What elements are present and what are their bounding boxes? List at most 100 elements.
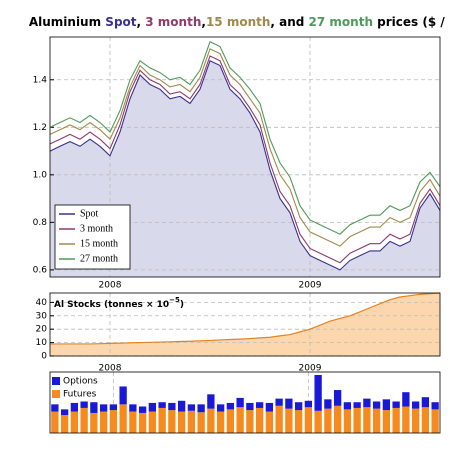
bar <box>255 407 264 433</box>
bar <box>421 407 430 433</box>
bar <box>197 412 205 433</box>
bar <box>109 404 118 411</box>
panel-title-part: Al Stocks (tonnes × 10 <box>54 300 169 310</box>
bar <box>168 402 176 411</box>
bar <box>168 410 176 433</box>
bar <box>246 410 254 433</box>
bar <box>314 410 322 433</box>
plot-frame <box>49 371 441 434</box>
legend-label: Spot <box>80 208 99 219</box>
bar <box>90 402 98 413</box>
bar <box>197 404 205 413</box>
y-tick-label: 0.8 <box>33 218 48 228</box>
bar <box>411 401 420 409</box>
bar <box>119 386 127 405</box>
bar <box>343 409 352 433</box>
x-tick-label: 2009 <box>299 281 322 291</box>
y-tick-label: 1.0 <box>33 170 48 180</box>
x-tick-label: 2008 <box>99 281 122 291</box>
plot-frame <box>49 36 441 278</box>
bar <box>382 410 391 433</box>
bar <box>392 407 400 433</box>
bar <box>129 411 137 433</box>
legend-label: 3 month <box>80 223 113 234</box>
bar <box>138 412 147 433</box>
bar <box>314 375 322 411</box>
legend-label: 15 month <box>80 238 118 249</box>
legend-label: Futures <box>63 390 97 400</box>
bar <box>70 402 79 412</box>
bar <box>148 402 157 412</box>
bar <box>236 397 244 408</box>
title-part: , <box>137 15 146 29</box>
y-tick-label: 1.4 <box>33 75 48 85</box>
bar <box>353 407 361 433</box>
bar <box>226 402 235 410</box>
bar <box>285 408 293 433</box>
bar <box>363 407 371 433</box>
title-part: prices ($ / lb) <box>373 15 450 29</box>
bar <box>402 392 410 407</box>
bar <box>363 398 371 408</box>
y-tick-label: 0.6 <box>33 265 48 275</box>
y-tick-label: 40 <box>36 298 48 308</box>
area <box>50 293 440 356</box>
bar <box>324 408 332 433</box>
bar <box>431 402 439 410</box>
bar <box>207 394 215 409</box>
bar <box>421 397 430 408</box>
chart-title: Aluminium Spot, 3 month,15 month, and 27… <box>29 15 450 29</box>
legend-swatch <box>52 377 60 385</box>
bar <box>382 399 391 411</box>
bar <box>372 408 381 433</box>
bar <box>51 411 59 433</box>
title-part: 27 month <box>309 15 373 29</box>
bar <box>187 404 196 411</box>
bar <box>51 404 59 412</box>
x-tick-label: 2009 <box>299 364 322 374</box>
bar <box>60 409 69 416</box>
bar <box>119 404 127 433</box>
bar <box>372 401 381 409</box>
line <box>49 48 441 247</box>
bar <box>80 401 88 408</box>
bar <box>236 407 244 433</box>
bar <box>158 407 166 433</box>
title-part: Aluminium <box>29 15 105 29</box>
bar <box>246 402 254 411</box>
y-tick-label: 1.2 <box>33 123 47 133</box>
bar <box>216 411 225 433</box>
bar <box>294 410 303 433</box>
bar <box>343 402 352 410</box>
y-tick-label: 20 <box>36 325 48 335</box>
area <box>50 60 440 277</box>
bar <box>392 401 400 408</box>
bar <box>333 390 342 406</box>
bar <box>177 400 186 412</box>
bar <box>138 406 147 413</box>
y-tick-label: 0 <box>41 352 47 362</box>
panel-title: Al Stocks (tonnes × 10−5) <box>54 296 184 310</box>
y-tick-label: 10 <box>36 338 48 348</box>
bar <box>187 410 196 433</box>
bar <box>411 408 420 433</box>
line <box>49 41 441 235</box>
bar <box>148 411 157 433</box>
bar <box>304 400 313 408</box>
bar <box>99 411 108 433</box>
bar <box>285 398 293 409</box>
bar <box>177 411 186 433</box>
bar <box>353 402 361 408</box>
bar <box>226 409 235 433</box>
y-tick-label: 30 <box>36 311 48 321</box>
line <box>50 292 441 345</box>
bar <box>294 402 303 411</box>
bar <box>255 402 264 408</box>
bar <box>304 407 313 433</box>
bar <box>70 411 79 433</box>
bar <box>80 407 88 433</box>
line <box>49 55 441 264</box>
plot-frame <box>49 292 441 357</box>
bar <box>60 415 69 433</box>
